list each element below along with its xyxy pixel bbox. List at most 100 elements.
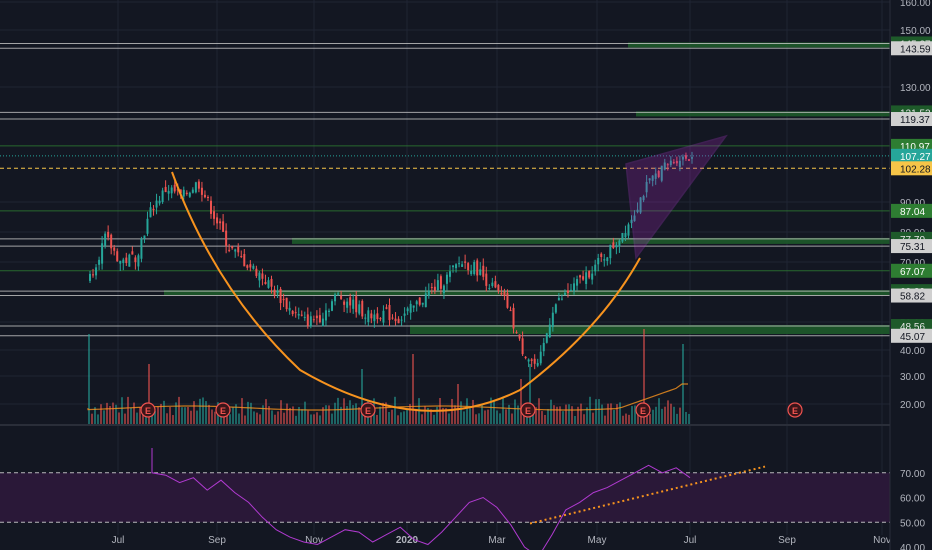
earnings-marker[interactable]	[360, 402, 376, 418]
candle-body	[346, 301, 349, 308]
candle-body	[458, 263, 461, 265]
candle-body	[663, 162, 666, 170]
volume-bar	[178, 396, 180, 424]
volume-bar	[436, 406, 438, 424]
candle-body	[512, 307, 515, 329]
candle-body	[309, 316, 312, 327]
earnings-marker[interactable]	[140, 402, 156, 418]
candle-body	[627, 224, 630, 236]
volume-bar	[349, 400, 351, 424]
earnings-marker-label: E	[640, 406, 646, 416]
volume-bar	[556, 406, 558, 424]
volume-bar	[610, 403, 612, 424]
candle-body	[530, 359, 533, 361]
candle-body	[657, 171, 660, 178]
candle-body	[125, 257, 128, 264]
volume-bar	[337, 397, 339, 424]
candle-body	[219, 221, 222, 224]
volume-bar	[655, 406, 657, 424]
candle-body	[228, 249, 231, 251]
price-label: 58.82	[900, 292, 925, 303]
candle-body	[95, 267, 98, 276]
candle-body	[276, 291, 279, 293]
earnings-marker-label: E	[525, 406, 531, 416]
volume-bar	[97, 414, 99, 424]
rsi-axis-tick: 70.00	[900, 469, 925, 480]
earnings-marker[interactable]	[787, 402, 803, 418]
candle-body	[155, 200, 158, 208]
price-label-box	[891, 288, 932, 303]
candle-body	[500, 293, 503, 295]
volume-bar	[685, 411, 687, 424]
volume-bar	[487, 409, 489, 424]
rsi-axis-tick: 40.00	[900, 543, 925, 550]
price-label-box	[891, 263, 932, 278]
candle-body	[684, 155, 687, 159]
volume-bar	[292, 406, 294, 424]
earnings-marker[interactable]	[520, 402, 536, 418]
volume-bar	[220, 410, 222, 424]
volume-bar	[250, 402, 252, 424]
earnings-marker-label: E	[792, 406, 798, 416]
rsi-axis-tick: 50.00	[900, 518, 925, 529]
candle-body	[675, 161, 678, 164]
volume-bar	[208, 404, 210, 424]
candle-body	[152, 208, 155, 211]
earnings-marker-label: E	[365, 406, 371, 416]
volume-bar	[223, 415, 225, 424]
candle-body	[573, 283, 576, 291]
volume-bar	[193, 401, 195, 424]
price-label: 48.56	[900, 322, 925, 333]
candle-body	[433, 286, 436, 291]
candle-body	[600, 253, 603, 257]
volume-bar	[460, 401, 462, 424]
volume-bar	[352, 405, 354, 424]
volume-bar	[343, 398, 345, 424]
candle-body	[194, 182, 197, 193]
candle-body	[149, 207, 152, 218]
volume-bar	[412, 354, 414, 424]
volume-bar	[157, 406, 159, 424]
resistance-zone	[164, 290, 890, 296]
earnings-marker[interactable]	[215, 402, 231, 418]
resistance-zone	[292, 237, 890, 244]
volume-bar	[145, 412, 147, 424]
candle-body	[231, 246, 234, 249]
price-axis-tick: 90.00	[900, 198, 925, 209]
candle-body	[246, 265, 249, 268]
price-label-box	[891, 148, 932, 163]
volume-bar	[589, 396, 591, 424]
candle-body	[137, 255, 140, 267]
volume-bar	[151, 414, 153, 424]
price-axis-tick: 40.00	[900, 346, 925, 357]
volume-bar	[607, 403, 609, 424]
volume-bar	[190, 410, 192, 424]
candle-body	[240, 255, 243, 257]
candle-body	[355, 296, 358, 313]
resistance-zone	[636, 111, 890, 117]
volume-bar	[271, 410, 273, 424]
candle-body	[92, 274, 95, 276]
candle-body	[597, 258, 600, 265]
volume-bar	[661, 408, 663, 424]
candle-body	[279, 289, 282, 304]
earnings-marker[interactable]	[635, 402, 651, 418]
price-axis-tick: 130.00	[900, 83, 931, 94]
candle-body	[415, 301, 418, 305]
rsi-band	[0, 472, 890, 523]
volume-bar	[403, 411, 405, 424]
volume-bar	[481, 404, 483, 424]
time-axis-label: Nov	[873, 535, 891, 546]
candle-body	[397, 318, 400, 324]
volume-bar	[196, 410, 198, 424]
candle-body	[270, 278, 273, 287]
candle-body	[672, 162, 675, 164]
volume-bar	[268, 406, 270, 424]
candle-body	[648, 178, 651, 181]
volume-bar	[394, 396, 396, 424]
volume-bar	[88, 334, 90, 424]
candle-body	[533, 358, 536, 364]
